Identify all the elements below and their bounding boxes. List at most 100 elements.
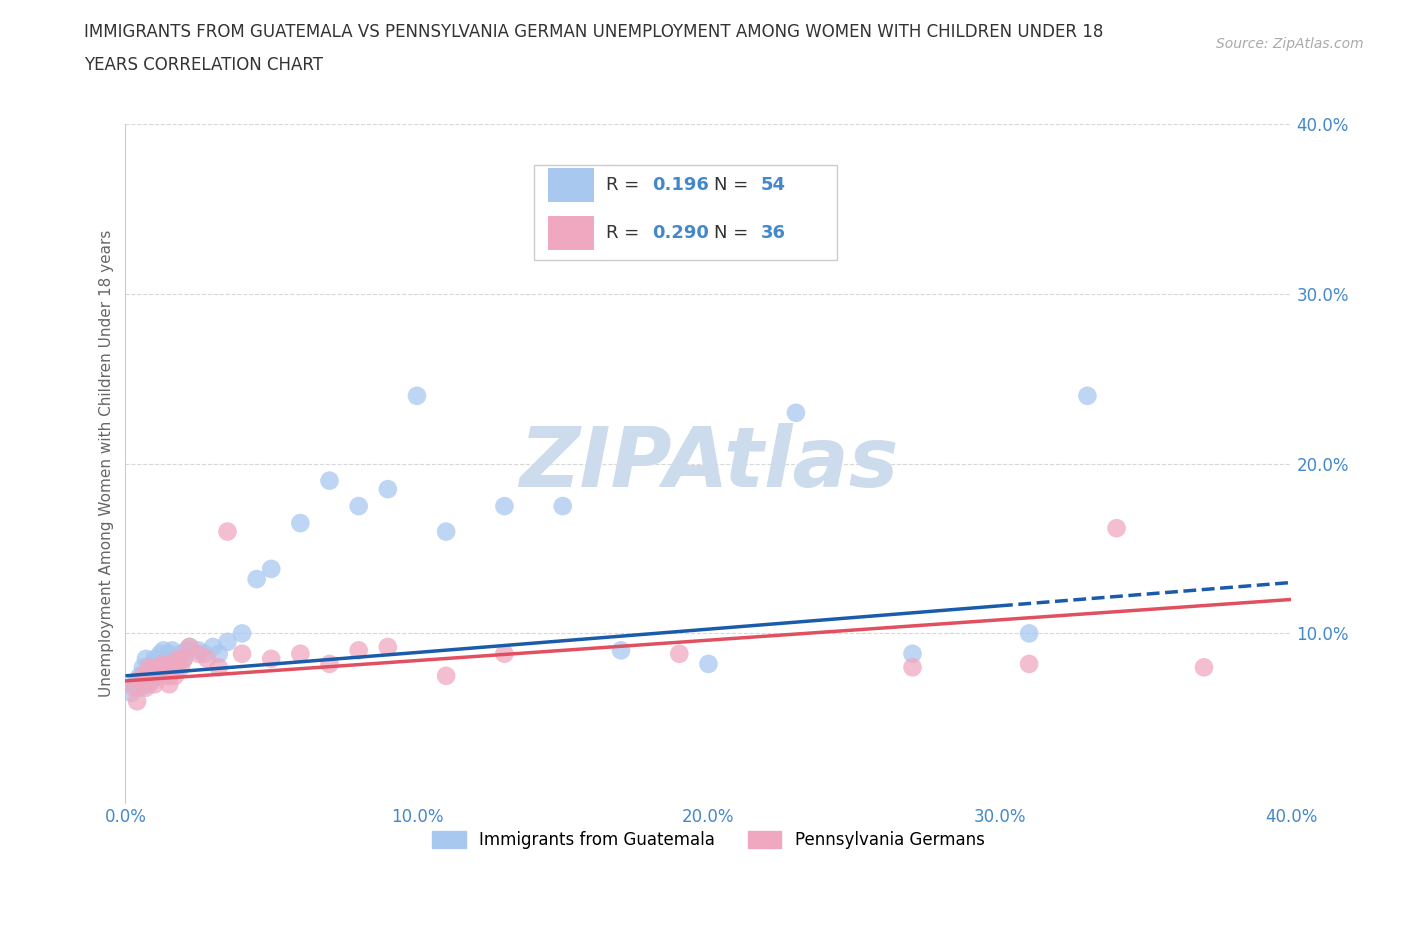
Point (138, 660, 160, 675)
Point (155, 669, 177, 684)
Point (135, 669, 157, 684)
Text: IMMIGRANTS FROM GUATEMALA VS PENNSYLVANIA GERMAN UNEMPLOYMENT AMONG WOMEN WITH C: IMMIGRANTS FROM GUATEMALA VS PENNSYLVANI… (84, 23, 1104, 41)
Point (231, 626, 253, 641)
Point (120, 685, 142, 700)
Point (551, 498, 574, 513)
Point (434, 525, 457, 539)
Point (146, 669, 169, 684)
Point (195, 651, 218, 666)
Point (901, 660, 924, 675)
Point (160, 657, 183, 671)
Point (246, 572, 269, 587)
Point (290, 646, 312, 661)
Point (173, 651, 195, 666)
Point (157, 677, 180, 692)
Point (122, 677, 145, 692)
Point (163, 669, 186, 684)
Text: Source: ZipAtlas.com: Source: ZipAtlas.com (1216, 37, 1364, 51)
Point (347, 498, 370, 513)
Point (1018, 626, 1040, 641)
Point (149, 663, 172, 678)
Text: R =: R = (606, 177, 645, 194)
Point (377, 640, 399, 655)
Point (901, 646, 924, 661)
Point (318, 657, 340, 671)
Point (127, 673, 149, 688)
Point (157, 669, 180, 684)
Point (152, 643, 174, 658)
Point (141, 657, 163, 671)
Point (138, 677, 160, 692)
Legend: Immigrants from Guatemala, Pennsylvania Germans: Immigrants from Guatemala, Pennsylvania … (426, 824, 991, 856)
Text: R =: R = (606, 224, 645, 242)
Point (170, 646, 193, 661)
Point (1192, 660, 1215, 675)
Point (146, 669, 169, 684)
Point (260, 651, 283, 666)
Text: N =: N = (714, 177, 754, 194)
Point (377, 482, 399, 497)
Point (785, 405, 807, 420)
Point (160, 657, 183, 671)
Point (260, 562, 283, 577)
Point (163, 651, 186, 666)
Point (406, 389, 429, 404)
Point (155, 657, 177, 671)
Point (231, 646, 253, 661)
Point (201, 640, 224, 655)
Bar (547, 216, 595, 250)
Point (494, 646, 516, 661)
Point (170, 660, 193, 675)
Point (187, 646, 209, 661)
Point (610, 643, 633, 658)
Point (179, 640, 201, 655)
Point (1076, 389, 1098, 404)
Bar (547, 168, 595, 203)
Point (122, 680, 145, 695)
Point (143, 677, 166, 692)
Point (1105, 521, 1128, 536)
FancyBboxPatch shape (533, 165, 837, 260)
Point (138, 660, 160, 675)
Point (193, 646, 215, 661)
Point (141, 663, 163, 678)
Text: N =: N = (714, 224, 754, 242)
Point (668, 646, 690, 661)
Point (173, 651, 195, 666)
Point (187, 643, 209, 658)
Text: 36: 36 (761, 224, 786, 242)
Point (179, 640, 201, 655)
Point (127, 694, 149, 709)
Point (697, 657, 720, 671)
Point (318, 473, 340, 488)
Point (129, 680, 152, 695)
Point (143, 651, 166, 666)
Point (146, 660, 169, 675)
Point (132, 660, 155, 675)
Point (208, 646, 231, 661)
Point (143, 669, 166, 684)
Point (149, 660, 172, 675)
Point (434, 669, 457, 684)
Point (129, 669, 152, 684)
Point (167, 657, 190, 671)
Point (217, 634, 239, 649)
Point (290, 515, 312, 530)
Point (167, 651, 190, 666)
Point (141, 673, 163, 688)
Text: 0.290: 0.290 (652, 224, 710, 242)
Point (135, 680, 157, 695)
Point (1018, 657, 1040, 671)
Point (208, 660, 231, 675)
Point (152, 657, 174, 671)
Point (217, 525, 239, 539)
Y-axis label: Unemployment Among Women with Children Under 18 years: Unemployment Among Women with Children U… (100, 230, 114, 698)
Point (157, 646, 180, 661)
Point (160, 643, 183, 658)
Text: ZIPAtlas: ZIPAtlas (519, 423, 898, 504)
Point (135, 651, 157, 666)
Point (132, 669, 155, 684)
Point (152, 660, 174, 675)
Point (494, 498, 516, 513)
Point (347, 643, 370, 658)
